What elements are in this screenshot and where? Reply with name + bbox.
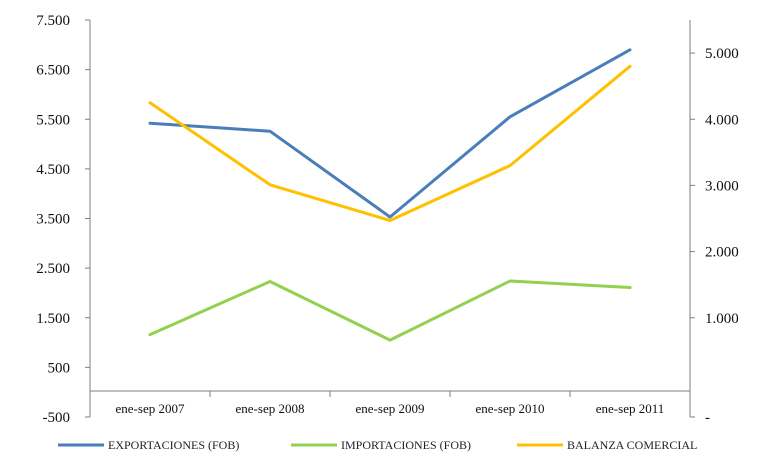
legend-label: BALANZA COMERCIAL: [567, 438, 697, 452]
left-tick-label: 2.500: [36, 261, 70, 277]
left-tick-label: 4.500: [36, 162, 70, 178]
legend: EXPORTACIONES (FOB) IMPORTACIONES (FOB) BA…: [58, 438, 697, 452]
legend-label: IMPORTACIONES (FOB): [341, 438, 471, 452]
right-tick-label: -: [705, 410, 710, 426]
right-tick-label: 3.000: [705, 178, 739, 194]
left-tick-label: 3.500: [36, 212, 70, 228]
series-line-1: [150, 50, 630, 217]
left-tick-label: -500: [43, 410, 71, 426]
right-tick-label: 5.000: [705, 46, 739, 62]
series-lines: [150, 50, 630, 341]
legend-label: EXPORTACIONES (FOB): [108, 438, 239, 452]
left-tick-label: 7.500: [36, 13, 70, 29]
x-tick-label: ene-sep 2009: [356, 401, 425, 416]
right-tick-label: 4.000: [705, 112, 739, 128]
left-tick-label: 1.500: [36, 311, 70, 327]
right-tick-label: 2.000: [705, 245, 739, 261]
x-tick-label: ene-sep 2010: [476, 401, 545, 416]
x-tick-label: ene-sep 2011: [596, 401, 664, 416]
left-tick-label: 500: [48, 360, 71, 376]
left-tick-label: 5.500: [36, 112, 70, 128]
left-tick-label: 6.500: [36, 63, 70, 79]
right-tick-label: 1.000: [705, 311, 739, 327]
series-line-2: [150, 281, 630, 340]
x-tick-label: ene-sep 2008: [236, 401, 305, 416]
x-tick-label: ene-sep 2007: [116, 401, 185, 416]
